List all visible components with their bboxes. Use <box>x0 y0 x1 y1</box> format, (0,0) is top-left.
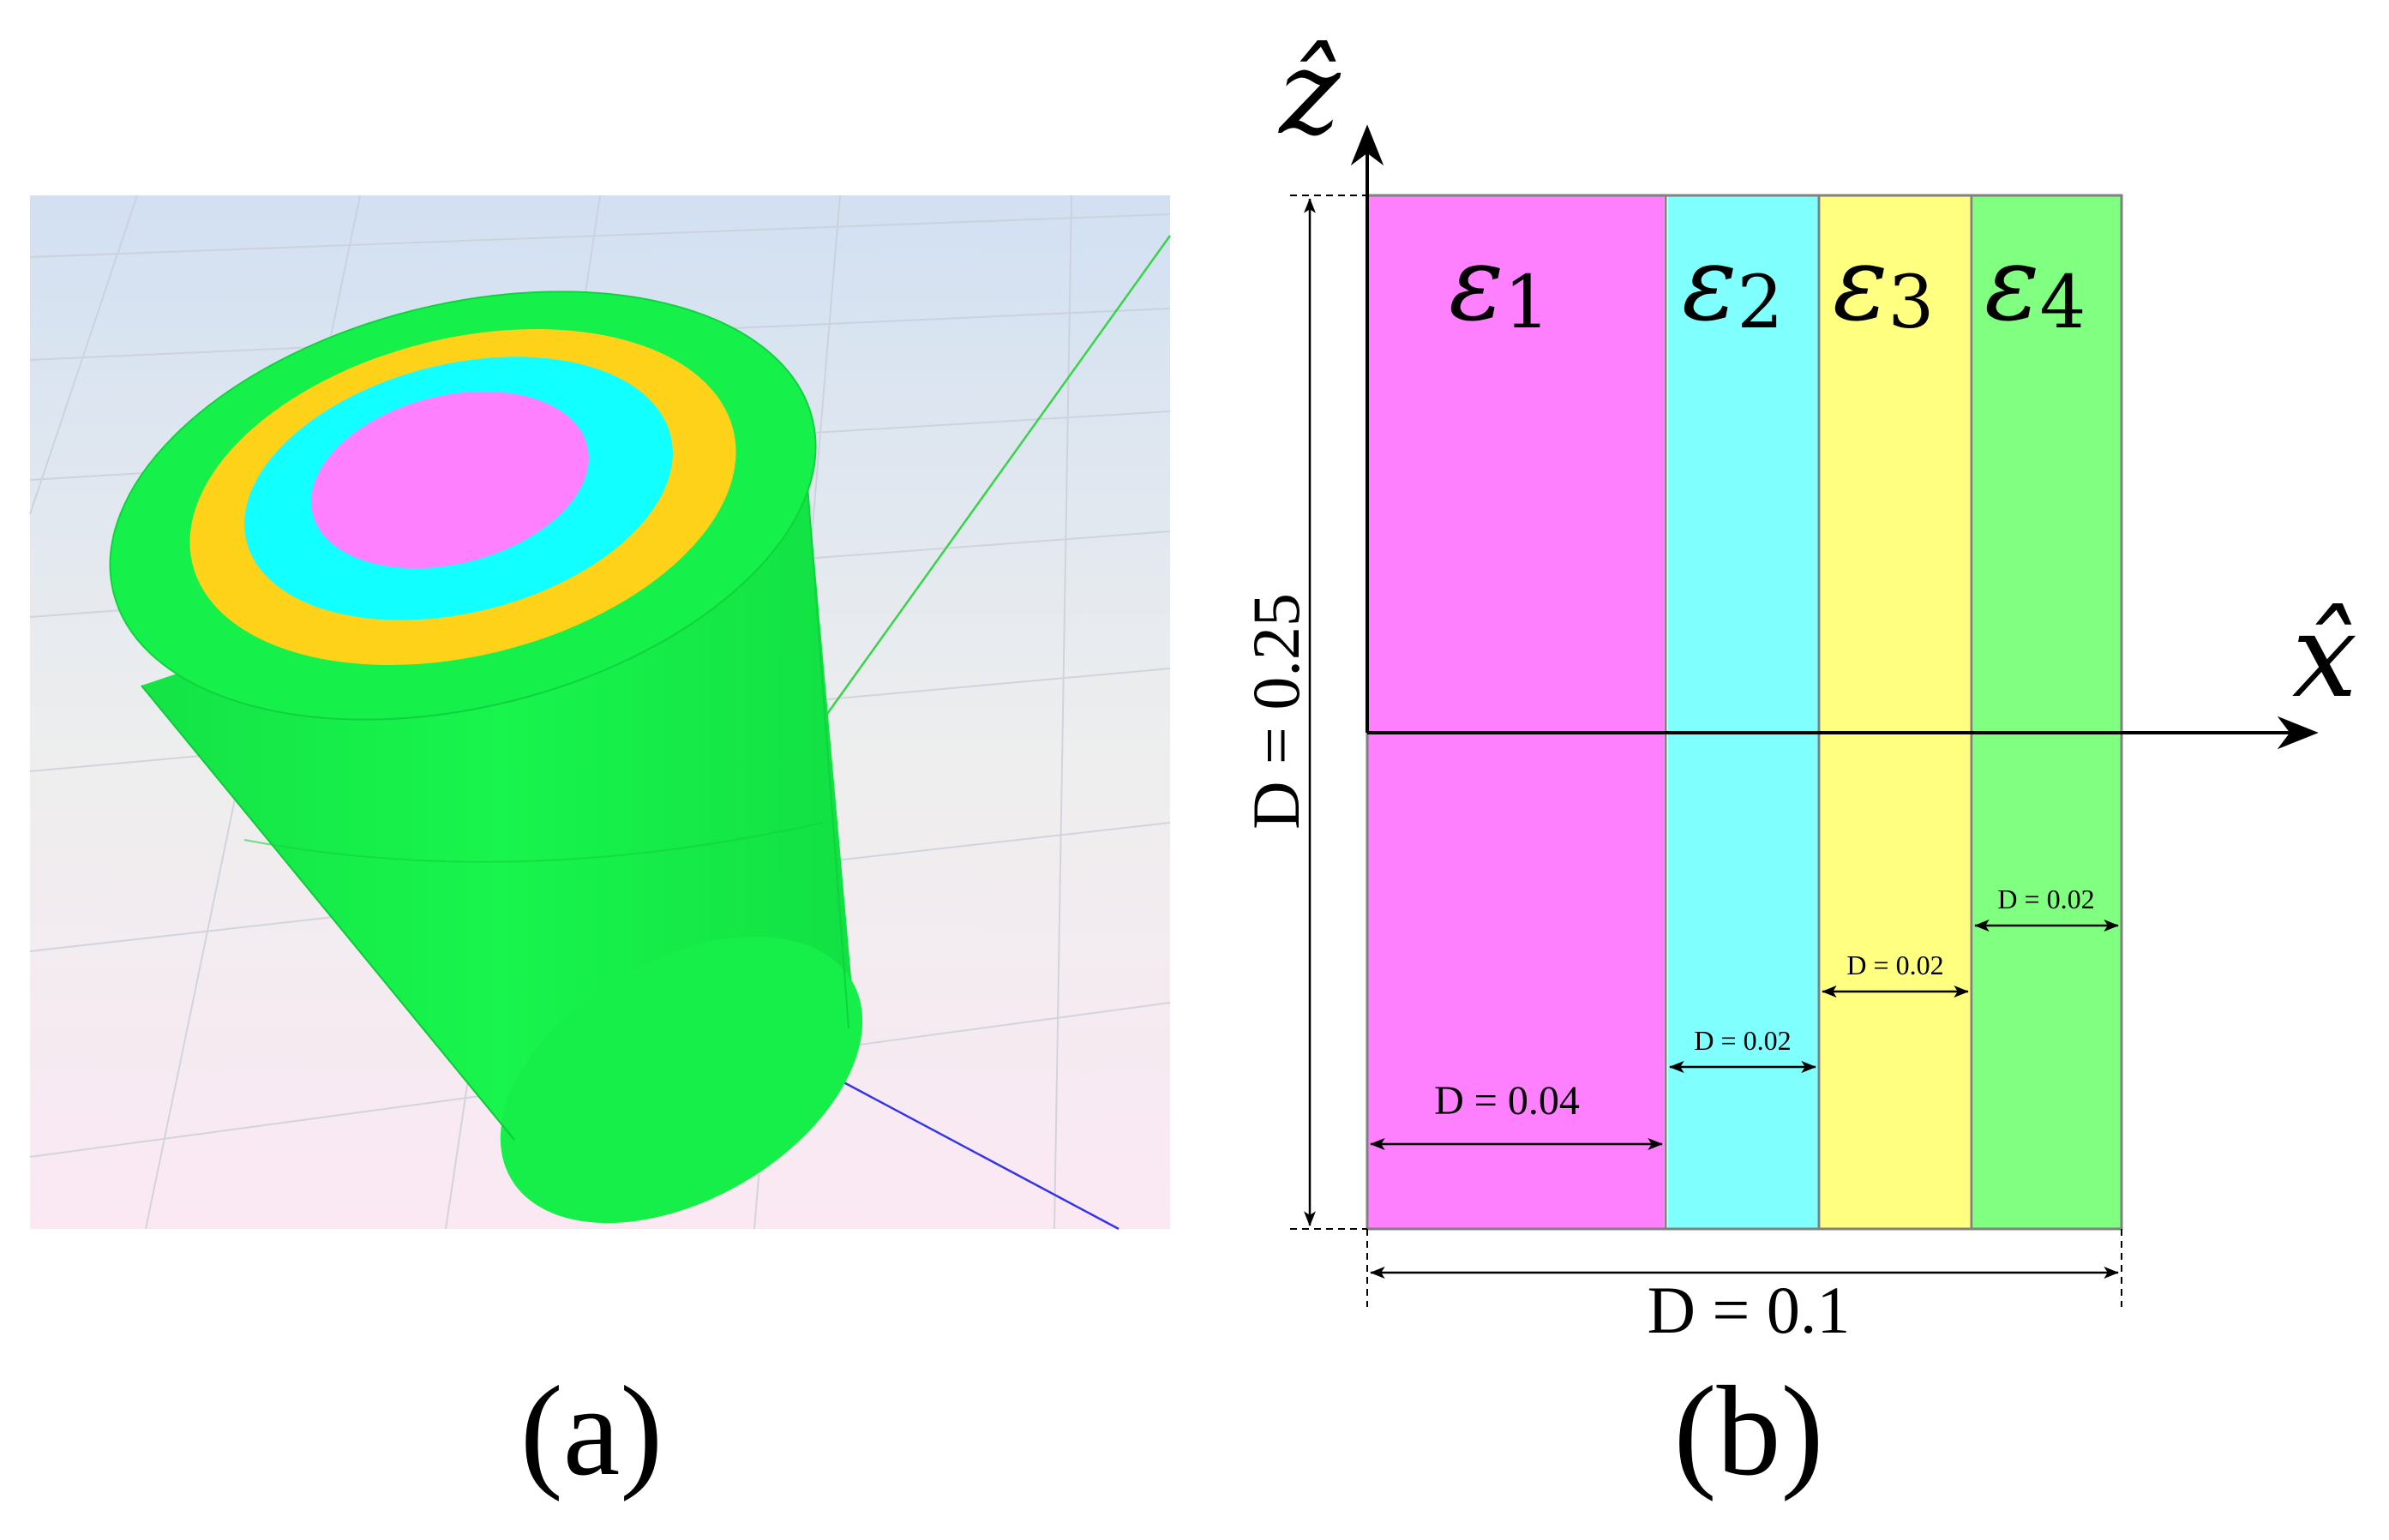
cylinder-bottom-rim <box>500 936 863 1224</box>
panel-a-caption: (a) <box>520 1360 663 1502</box>
x-axis-label: x̂ <box>2292 589 2357 723</box>
epsilon-1-index: 1 <box>1504 261 1550 345</box>
region-1-label: ε1 <box>1449 225 1551 345</box>
epsilon-4-symbol: ε <box>1984 225 2039 344</box>
epsilon-3-index: 3 <box>1888 261 1934 345</box>
height-label: D = 0.25 <box>1239 593 1313 830</box>
region-4-label: ε4 <box>1984 225 2086 345</box>
epsilon-1-symbol: ε <box>1449 225 1504 344</box>
epsilon-2-index: 2 <box>1737 261 1783 345</box>
region-4 <box>1973 195 2122 1229</box>
region-2-label: ε2 <box>1682 225 1784 345</box>
epsilon-2-symbol: ε <box>1682 225 1737 344</box>
epsilon-4-index: 4 <box>2039 261 2086 345</box>
blue-axis-line <box>822 1070 1119 1231</box>
region-2-width-label: D = 0.02 <box>1694 1025 1791 1056</box>
total-width-label: D = 0.1 <box>1648 1273 1851 1347</box>
region-3-label: ε3 <box>1833 225 1935 345</box>
epsilon-3-symbol: ε <box>1833 225 1888 344</box>
z-axis-label: ẑ <box>1277 26 1341 160</box>
panel-a-3d-render: (a) <box>29 195 1172 1502</box>
panel-b-cross-section: ε1 ε2 ε3 ε4 ẑ x̂ D = 0.25 D = 0.1 D = 0.… <box>1239 26 2357 1502</box>
region-3 <box>1821 195 1971 1229</box>
green-axis-line <box>821 235 1172 721</box>
region-4-width-label: D = 0.02 <box>1997 884 2094 914</box>
region-2 <box>1668 195 1818 1229</box>
cylinder-top-face <box>109 291 817 721</box>
panel-b-caption: (b) <box>1674 1360 1824 1502</box>
region-1 <box>1367 195 1664 1229</box>
region-3-width-label: D = 0.02 <box>1846 950 1943 980</box>
magenta-core <box>311 391 589 569</box>
region-1-width-label: D = 0.04 <box>1434 1078 1580 1124</box>
